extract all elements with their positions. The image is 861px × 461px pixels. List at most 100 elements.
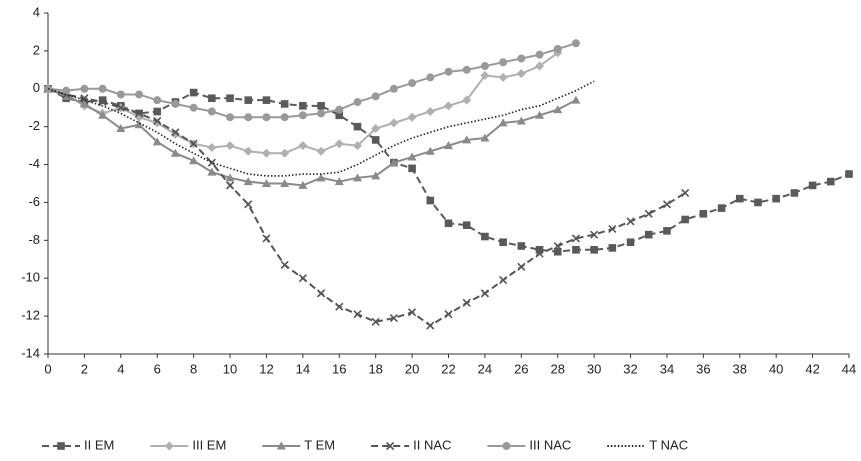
marker [171, 99, 180, 108]
marker [134, 120, 144, 129]
marker [170, 148, 180, 157]
marker [790, 189, 799, 197]
marker [335, 302, 344, 311]
marker [426, 196, 435, 205]
marker [334, 139, 344, 149]
legend-label: T EM [304, 437, 335, 452]
marker [444, 67, 453, 76]
marker [353, 310, 362, 319]
marker [352, 173, 362, 182]
marker [535, 110, 545, 119]
x-tick-label: 34 [660, 361, 674, 376]
marker [408, 164, 416, 173]
marker [462, 135, 472, 144]
marker [480, 133, 490, 142]
marker [371, 136, 380, 144]
marker [116, 124, 126, 133]
marker [389, 158, 399, 167]
marker [225, 141, 235, 151]
y-tick-label: -12 [21, 308, 40, 323]
marker [98, 84, 107, 93]
legend-item: II NAC [371, 437, 451, 452]
marker [276, 441, 286, 450]
marker [735, 194, 744, 203]
marker [153, 107, 162, 116]
marker [243, 146, 253, 156]
marker [317, 289, 326, 298]
marker [208, 94, 216, 103]
x-tick-label: 30 [587, 361, 601, 376]
x-tick-label: 32 [623, 361, 637, 376]
series-line [47, 87, 577, 187]
marker [298, 141, 308, 151]
marker [316, 146, 326, 156]
marker [116, 103, 125, 112]
marker [98, 110, 108, 119]
marker [663, 227, 671, 235]
marker [298, 111, 307, 120]
x-tick-label: 0 [44, 361, 51, 376]
marker [189, 88, 198, 97]
marker [502, 442, 511, 450]
marker [98, 96, 107, 104]
marker [79, 99, 89, 108]
marker [517, 54, 526, 63]
legend-item: III EM [150, 437, 226, 452]
x-tick-label: 18 [368, 361, 382, 376]
marker [298, 180, 308, 189]
marker [280, 260, 289, 270]
marker [134, 109, 144, 118]
marker [462, 95, 472, 105]
x-tick-label: 20 [405, 361, 419, 376]
marker [80, 84, 89, 93]
y-tick-label: -10 [21, 270, 40, 285]
marker [371, 92, 380, 101]
marker [572, 246, 580, 254]
marker [425, 107, 435, 117]
legend-item: II EM [42, 437, 114, 452]
x-tick-label: 8 [190, 361, 197, 376]
marker [389, 118, 399, 128]
marker [244, 113, 253, 122]
x-tick-label: 36 [696, 361, 710, 376]
x-tick-label: 42 [805, 361, 819, 376]
marker [535, 246, 544, 254]
marker [371, 317, 380, 326]
marker [262, 96, 271, 104]
marker [62, 86, 71, 95]
marker [826, 177, 835, 186]
y-tick-label: 2 [33, 42, 40, 57]
marker [261, 148, 271, 158]
x-tick-label: 14 [296, 361, 310, 376]
marker [498, 118, 508, 127]
y-tick-label: 4 [33, 4, 40, 19]
marker [98, 97, 107, 107]
marker [353, 98, 362, 107]
marker [626, 238, 635, 247]
marker [608, 244, 617, 252]
marker [516, 69, 526, 79]
marker [353, 122, 362, 131]
marker [207, 158, 216, 167]
x-tick-label: 26 [514, 361, 528, 376]
x-tick-label: 16 [332, 361, 346, 376]
marker [407, 112, 417, 122]
x-tick-label: 12 [259, 361, 273, 376]
marker [225, 173, 235, 182]
marker [189, 139, 198, 148]
marker [189, 156, 199, 165]
marker [444, 219, 453, 228]
marker [553, 241, 562, 251]
marker [590, 246, 598, 254]
marker [153, 116, 162, 126]
marker [517, 262, 526, 271]
marker [280, 113, 289, 122]
marker [262, 234, 271, 243]
marker [772, 194, 780, 203]
x-tick-label: 40 [769, 361, 783, 376]
marker [499, 238, 507, 247]
marker [244, 200, 253, 209]
marker [371, 171, 381, 180]
marker [335, 111, 344, 120]
marker [462, 221, 471, 229]
